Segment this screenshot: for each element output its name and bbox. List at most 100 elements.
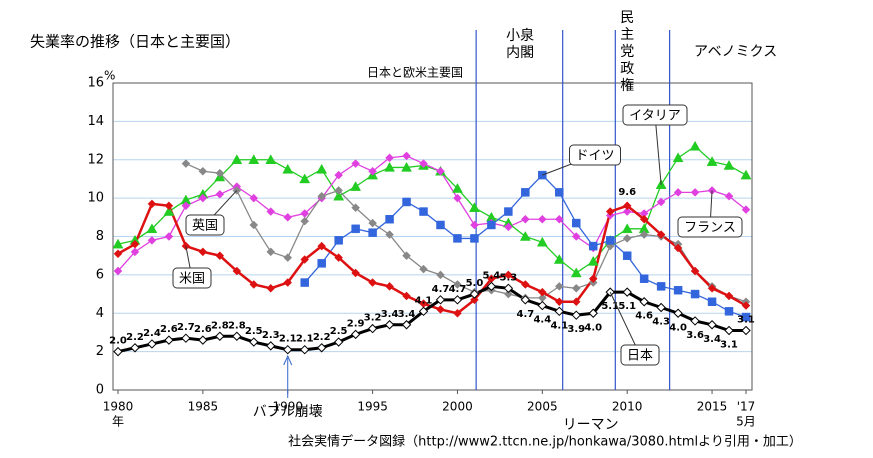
point (723, 159, 735, 170)
point (299, 344, 310, 355)
x-tick-label: 1985 (188, 400, 219, 414)
point (639, 230, 649, 239)
x-unit: 年 (112, 415, 124, 429)
point (571, 310, 581, 320)
point (215, 251, 225, 261)
point (639, 274, 649, 283)
point (164, 335, 174, 345)
point (419, 159, 428, 168)
data-label: 5.3 (500, 272, 518, 283)
point (266, 341, 276, 351)
point (198, 335, 208, 345)
point (520, 295, 531, 305)
point (265, 154, 277, 164)
point (401, 320, 412, 330)
event-label: リーマン (563, 417, 619, 433)
point (385, 230, 394, 239)
point (130, 343, 140, 353)
point (299, 173, 311, 184)
legend-label: 米国 (179, 272, 205, 287)
point (537, 287, 547, 297)
point (504, 207, 513, 216)
data-label: 2.2 (126, 332, 144, 343)
point (350, 329, 361, 340)
callout-box (622, 104, 688, 126)
point (571, 232, 581, 241)
callout-box (569, 144, 621, 166)
y-tick-label: 14 (87, 114, 104, 129)
point (724, 291, 734, 301)
data-label: 4.1 (415, 295, 433, 306)
point (164, 201, 174, 211)
data-label: 3.1 (720, 340, 738, 351)
point (351, 224, 360, 234)
point (435, 295, 446, 305)
point (367, 323, 378, 334)
data-label: 2.4 (143, 328, 161, 339)
point (333, 190, 345, 201)
point (741, 301, 751, 310)
point (248, 154, 260, 164)
point (553, 254, 565, 264)
point (453, 308, 462, 318)
point (707, 297, 717, 306)
x-tick-label: 1995 (357, 400, 388, 414)
point (334, 253, 344, 262)
point (452, 183, 463, 193)
event-label: アベノミクス (694, 44, 777, 60)
point (588, 308, 598, 318)
point (317, 191, 327, 201)
point (588, 241, 598, 251)
data-label: 2.7 (177, 322, 195, 333)
data-label: 5.1 (618, 301, 636, 312)
point (113, 249, 123, 259)
point (300, 278, 309, 287)
data-label: 2.6 (160, 324, 178, 335)
point (147, 339, 157, 349)
point (741, 312, 751, 322)
point (368, 218, 377, 228)
point (554, 214, 564, 224)
point (436, 305, 445, 314)
point (317, 259, 326, 268)
y-tick-label: 12 (87, 152, 104, 167)
y-tick-label: 16 (87, 76, 104, 91)
plot-frame (112, 82, 753, 391)
point (419, 264, 428, 274)
point (673, 285, 683, 295)
point (146, 223, 158, 234)
point (707, 320, 717, 330)
y-tick-label: 8 (96, 229, 104, 244)
point (622, 234, 632, 243)
point (537, 300, 548, 311)
point (300, 255, 310, 264)
data-label: 2.2 (313, 332, 331, 343)
point (350, 181, 362, 191)
point (656, 230, 666, 239)
data-label: 4.1 (550, 320, 568, 331)
data-label: 4.6 (635, 311, 653, 322)
point (351, 268, 360, 278)
point (741, 325, 751, 336)
point (351, 203, 360, 213)
point (588, 274, 598, 284)
legend-label: フランス (684, 221, 736, 236)
point (385, 214, 394, 224)
point (587, 255, 599, 266)
point (164, 232, 174, 241)
data-label: 3.1 (737, 315, 755, 326)
callout-pointer (654, 114, 662, 185)
point (639, 297, 649, 307)
data-label: 3.4 (398, 309, 416, 320)
event-label: 小泉内閣 (506, 27, 534, 61)
point (368, 278, 377, 287)
point (622, 201, 632, 211)
point (334, 170, 344, 180)
legend-label: 日本 (627, 349, 653, 364)
point (520, 214, 530, 224)
y-unit: % (104, 69, 115, 83)
data-label: 5.4 (483, 270, 501, 281)
data-label: 4.0 (584, 322, 602, 333)
y-tick-label: 0 (96, 383, 104, 398)
point (402, 251, 411, 261)
